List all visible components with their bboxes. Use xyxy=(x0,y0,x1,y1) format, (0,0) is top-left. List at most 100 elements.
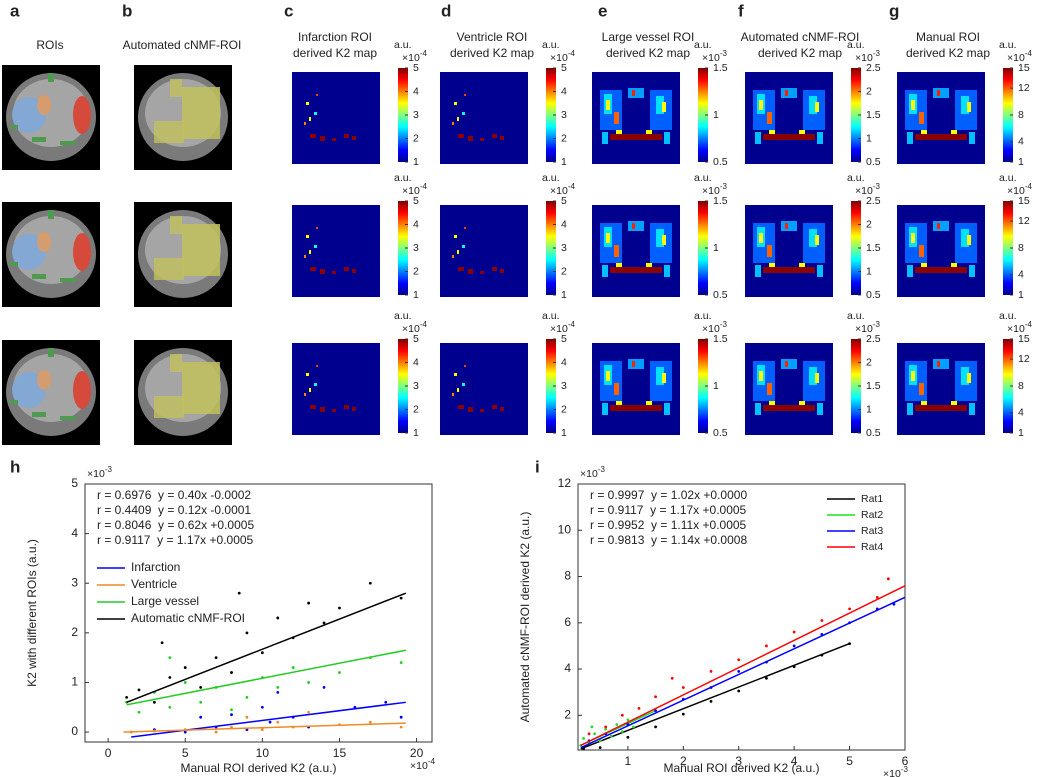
panel-letter: e xyxy=(598,1,607,20)
scatter-point xyxy=(245,631,249,635)
scale-label: ×10-3 xyxy=(702,49,727,64)
colorbar-tick-label: 0.5 xyxy=(866,156,881,168)
scatter-point xyxy=(260,728,264,731)
scatter-point xyxy=(820,619,824,622)
scatter-point xyxy=(886,577,890,581)
scale-base: ×10 xyxy=(1007,185,1025,197)
fit-line xyxy=(580,585,906,747)
scale-base: ×10 xyxy=(702,52,720,64)
colorbar-tick-label: 1 xyxy=(713,242,719,254)
x-tick-label: 0 xyxy=(105,746,112,760)
scatter-point xyxy=(737,658,741,662)
scatter-point xyxy=(291,666,295,669)
scale-label: ×10-3 xyxy=(855,320,880,335)
annotation: r = 0.8046 y = 0.62x +0.0005 xyxy=(97,518,254,532)
panel-title: ROIs xyxy=(36,38,63,52)
scale-base: ×10 xyxy=(702,323,720,335)
panel-title: Manual ROI xyxy=(916,30,980,44)
legend-label: Rat4 xyxy=(861,541,883,553)
colorbar-unit: a.u. xyxy=(542,39,560,51)
colorbar-tick-label: 1 xyxy=(1018,427,1024,439)
scatter-point xyxy=(307,681,311,684)
scale-exponent: -4 xyxy=(568,49,576,58)
brain-image xyxy=(134,340,232,445)
legend-label: Ventricle xyxy=(131,577,177,591)
panel-title: Large vessel ROI xyxy=(602,30,695,44)
k2-map xyxy=(745,343,833,435)
colorbar-unit: a.u. xyxy=(999,172,1017,184)
fit-line xyxy=(126,649,406,706)
scatter-point xyxy=(307,601,311,605)
y-tick-label: 8 xyxy=(564,569,571,583)
scale-label: ×10-4 xyxy=(402,49,427,64)
scale-base: ×10 xyxy=(855,185,873,197)
scatter-point xyxy=(637,706,641,710)
scale-label: ×10-3 xyxy=(855,49,880,64)
panel-title: Infarction ROI xyxy=(298,30,372,44)
scale-label: ×10-4 xyxy=(550,320,575,335)
scatter-point xyxy=(230,671,233,674)
colorbar-tick-label: 8 xyxy=(1018,242,1024,254)
colorbar-tick-label: 2 xyxy=(413,265,419,277)
colorbar-unit: a.u. xyxy=(542,172,560,184)
colorbar xyxy=(851,339,861,433)
scatter-point xyxy=(230,713,233,717)
colorbar xyxy=(1003,201,1013,295)
panel-letter: d xyxy=(441,1,451,20)
brain-image xyxy=(2,65,100,170)
panel-title: derived K2 map xyxy=(906,46,990,60)
scale-label: ×10-4 xyxy=(402,182,427,197)
colorbar-tick-label: 3 xyxy=(413,242,419,254)
scale-base: ×10 xyxy=(402,185,420,197)
scale-label: ×10-4 xyxy=(1007,182,1032,197)
annotation: r = 0.6976 y = 0.40x -0.0002 xyxy=(97,488,251,502)
colorbar-tick-label: 1 xyxy=(561,156,567,168)
colorbar-tick-label: 3 xyxy=(561,380,567,392)
scale-base: ×10 xyxy=(1007,323,1025,335)
colorbar-tick-label: 4 xyxy=(1018,407,1024,419)
scatter-point xyxy=(399,661,403,665)
panel-title: derived K2 map xyxy=(758,46,842,60)
legend-label: Rat1 xyxy=(861,493,883,505)
colorbar-tick-label: 0.5 xyxy=(713,289,728,301)
scale-base: ×10 xyxy=(702,185,720,197)
scale-exponent: -4 xyxy=(568,320,576,329)
scatter-point xyxy=(183,730,187,734)
colorbar-tick-label: 1 xyxy=(713,109,719,121)
colorbar-tick-label: 12 xyxy=(1018,82,1030,94)
scale-exponent: -4 xyxy=(420,49,428,58)
scatter-point xyxy=(615,723,619,726)
colorbar-tick-label: 2 xyxy=(561,132,567,144)
colorbar-unit: a.u. xyxy=(694,310,712,322)
y-tick-label: 12 xyxy=(558,476,572,490)
scatter-point xyxy=(214,656,218,660)
scale-exponent: -4 xyxy=(1025,182,1033,191)
x-axis-label: Manual ROI derived K2 (a.u.) xyxy=(180,761,336,775)
scatter-point xyxy=(587,732,591,736)
y-tick-label: 3 xyxy=(71,575,78,589)
scatter-point xyxy=(598,746,602,750)
panel-letter: a xyxy=(10,1,20,20)
scale-label: ×10-3 xyxy=(87,465,112,480)
scale-exponent: -4 xyxy=(420,182,428,191)
colorbar-unit: a.u. xyxy=(999,39,1017,51)
panel-title: derived K2 map xyxy=(606,46,690,60)
scale-exponent: -3 xyxy=(598,465,606,474)
scale-exponent: -4 xyxy=(568,182,576,191)
colorbar-tick-label: 4 xyxy=(561,85,567,97)
colorbar xyxy=(546,201,556,295)
scatter-point xyxy=(620,713,624,717)
scatter-point xyxy=(183,681,187,684)
colorbar xyxy=(398,339,408,433)
scale-exponent: -4 xyxy=(1025,49,1033,58)
panel-letter: c xyxy=(284,1,293,20)
colorbar-tick-label: 4 xyxy=(413,356,419,368)
scatter-point xyxy=(399,596,403,600)
scatter-point xyxy=(654,695,657,699)
scatter-point xyxy=(792,644,796,648)
scatter-point xyxy=(183,666,187,669)
colorbar-tick-label: 1 xyxy=(413,156,419,168)
colorbar-tick-label: 0.5 xyxy=(866,427,881,439)
colorbar-tick-label: 8 xyxy=(1018,380,1024,392)
colorbar-unit: a.u. xyxy=(394,39,412,51)
